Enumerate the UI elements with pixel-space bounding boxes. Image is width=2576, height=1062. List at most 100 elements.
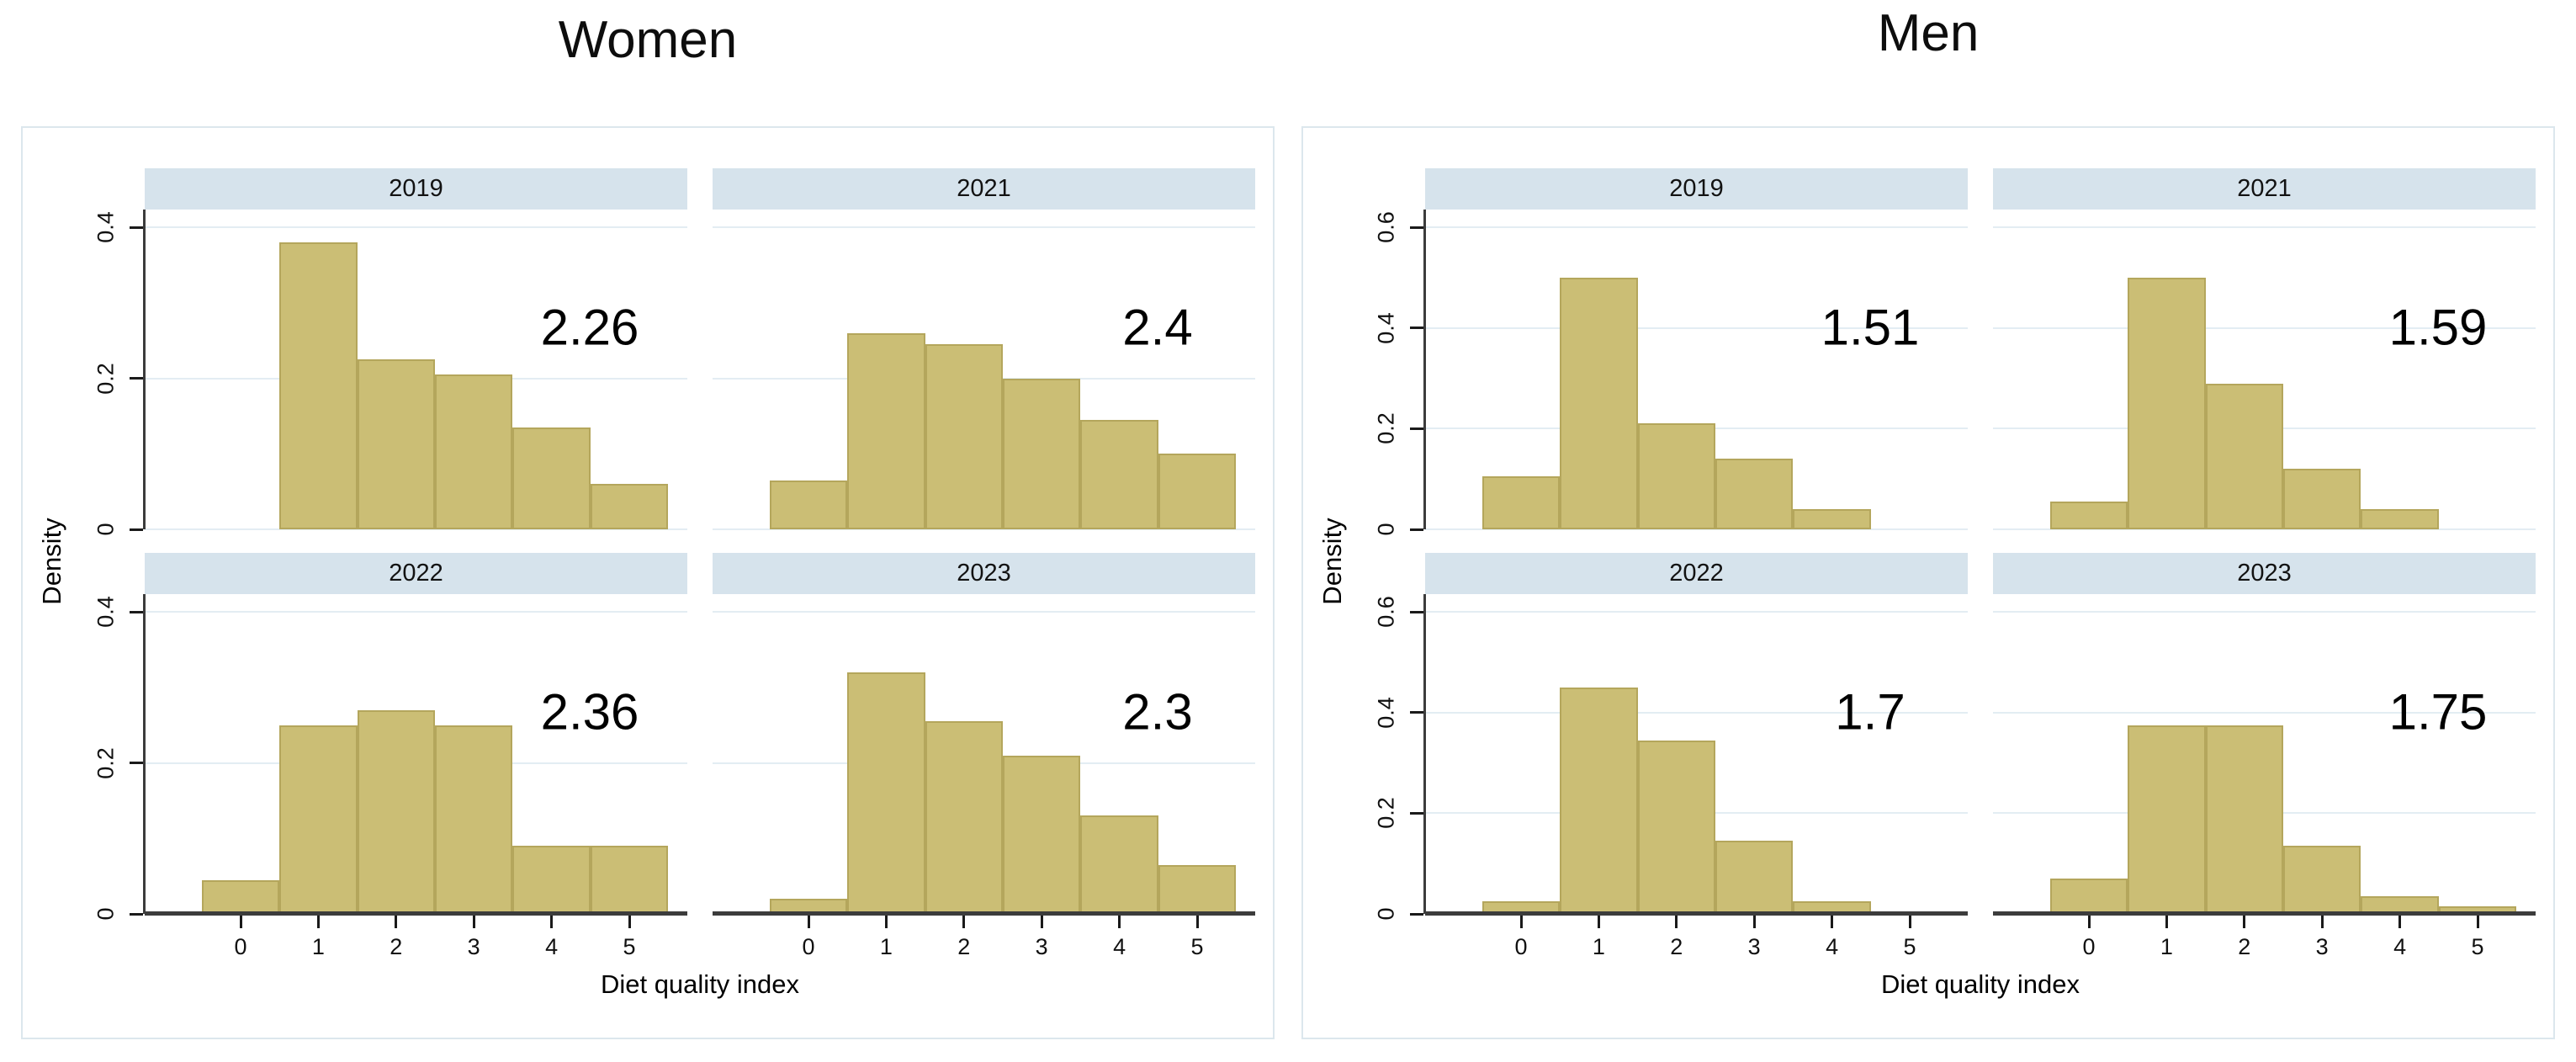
- mean-annotation: 2.26: [540, 299, 639, 356]
- y-axis-tick-label: 0: [93, 523, 119, 536]
- x-axis-tick-label: 0: [2082, 934, 2096, 959]
- histogram-bar: [590, 846, 669, 914]
- gridline: [1993, 226, 2536, 228]
- x-axis-tick: [2476, 916, 2479, 928]
- x-axis-title: Diet quality index: [600, 969, 800, 999]
- facet-header: 2021: [713, 168, 1255, 210]
- mean-annotation: 1.59: [2388, 299, 2488, 356]
- y-axis-tick-label: 0: [93, 907, 119, 921]
- y-axis-tick-label: 0.6: [1373, 596, 1399, 628]
- gridline: [145, 611, 687, 613]
- x-axis-tick-label: 4: [1113, 934, 1126, 959]
- x-axis-tick: [316, 916, 320, 928]
- x-axis-line: [1993, 911, 2536, 916]
- y-axis-tick: [130, 377, 143, 380]
- x-axis-tick-label: 2: [390, 934, 403, 959]
- histogram-bar: [1637, 740, 1715, 914]
- gridline: [1993, 327, 2536, 329]
- gridline: [1425, 528, 1968, 530]
- y-axis-tick: [1410, 610, 1423, 613]
- plot-area: 1.59: [1993, 210, 2536, 530]
- mean-annotation: 2.36: [540, 683, 639, 741]
- gridline: [1425, 711, 1968, 714]
- plot-area: 2.4: [713, 210, 1255, 530]
- gridline: [1425, 327, 1968, 329]
- x-axis-tick-label: 3: [467, 934, 480, 959]
- x-axis-tick: [962, 916, 966, 928]
- x-axis-tick: [2165, 916, 2168, 928]
- plot-area: 2.26 0 0.2 0.4: [93, 210, 687, 536]
- histogram-bar: [435, 725, 513, 914]
- men-facet-card: Density Diet quality index 2019 1.51 0 0.2 0…: [1301, 126, 2555, 1039]
- histogram-bar: [279, 242, 358, 529]
- gridline: [145, 528, 687, 530]
- histogram-bar: [2049, 502, 2128, 529]
- histogram-bar: [1637, 423, 1715, 529]
- facet-panel-2022: 2022 2.36 0 0.2 0.4 0 1 2 3 4 5: [93, 553, 687, 959]
- x-axis-tick-label: 3: [1035, 934, 1048, 959]
- y-axis-tick-label: 0.4: [93, 211, 119, 243]
- y-axis-tick: [1410, 711, 1423, 714]
- y-axis-tick-label: 0.4: [1373, 311, 1399, 344]
- x-axis-tick-label: 0: [1514, 934, 1528, 959]
- histogram-bar: [2128, 725, 2206, 914]
- histogram-bar: [2205, 725, 2283, 914]
- histogram-bar: [590, 484, 669, 529]
- gridline: [1993, 711, 2536, 714]
- y-axis-tick-label: 0.4: [1373, 696, 1399, 729]
- x-axis-tick-label: 2: [2238, 934, 2251, 959]
- y-axis-tick-label: 0.4: [93, 596, 119, 628]
- x-axis-tick-label: 5: [1903, 934, 1916, 959]
- histogram-bar: [1158, 864, 1237, 914]
- x-axis-title: Diet quality index: [1880, 969, 2080, 999]
- plot-area: 1.51 0 0.2 0.4 0.6: [1374, 210, 1968, 536]
- facet-panel-2021: 2021 2.4: [713, 168, 1255, 530]
- y-axis-tick: [130, 610, 143, 613]
- facet-header: 2019: [1425, 168, 1968, 210]
- facet-panel-2019: 2019 2.26 0 0.2 0.4: [93, 168, 687, 536]
- x-axis-tick-label: 4: [1826, 934, 1839, 959]
- x-axis-tick: [1118, 916, 1121, 928]
- gridline: [1425, 226, 1968, 228]
- y-axis-line: [143, 594, 146, 914]
- women-facet-card: Density Diet quality index 2019 2.26 0 0.2 0…: [21, 126, 1275, 1039]
- x-axis-tick: [395, 916, 398, 928]
- x-axis-tick: [1752, 916, 1756, 928]
- y-axis-tick: [1410, 528, 1423, 531]
- x-axis-tick: [1040, 916, 1043, 928]
- y-axis-line: [143, 210, 146, 529]
- x-axis-tick: [1597, 916, 1600, 928]
- mean-annotation: 1.51: [1821, 299, 1920, 356]
- x-axis-tick-label: 2: [1670, 934, 1683, 959]
- x-axis-line: [145, 911, 687, 916]
- y-axis-tick: [130, 762, 143, 764]
- histogram-bar: [847, 672, 925, 914]
- gridline: [145, 226, 687, 228]
- x-axis-tick: [628, 916, 631, 928]
- histogram-bar: [2205, 383, 2283, 529]
- facet-header: 2022: [145, 553, 687, 594]
- x-axis-tick: [2243, 916, 2246, 928]
- chart-title-men: Men: [1877, 4, 1980, 62]
- x-axis-tick-label: 1: [311, 934, 325, 959]
- x-axis-tick: [807, 916, 810, 928]
- x-axis-tick: [884, 916, 888, 928]
- y-axis-tick: [1410, 427, 1423, 430]
- facet-header: 2022: [1425, 553, 1968, 594]
- y-axis-title: Density: [1317, 518, 1347, 605]
- gridline: [1425, 611, 1968, 613]
- facet-panel-2023: 2023 1.75 0 1 2 3 4 5: [1993, 553, 2536, 959]
- histogram-bar: [925, 344, 1003, 529]
- histogram-bar: [1715, 841, 1794, 914]
- x-axis-tick: [550, 916, 554, 928]
- y-axis-title: Density: [37, 518, 66, 605]
- gridline: [1993, 528, 2536, 530]
- histogram-bar: [769, 480, 848, 529]
- facet-panel-2019: 2019 1.51 0 0.2 0.4 0.6: [1374, 168, 1968, 536]
- plot-area: 1.7 0 0.2 0.4 0.6 0 1 2 3 4 5: [1374, 594, 1968, 959]
- y-axis-tick: [130, 912, 143, 916]
- y-axis-tick-label: 0.2: [93, 746, 119, 779]
- histogram-bar: [435, 374, 513, 529]
- facet-panel-2021: 2021 1.59: [1993, 168, 2536, 530]
- histogram-bar: [2283, 469, 2361, 529]
